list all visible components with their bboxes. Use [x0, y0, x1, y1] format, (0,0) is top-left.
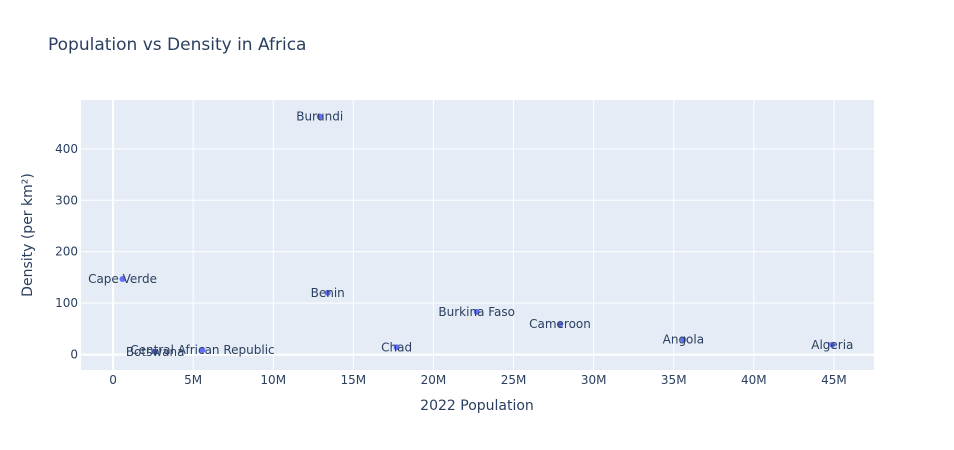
- x-axis-title: 2022 Population: [420, 398, 534, 414]
- x-tick-label: 5M: [184, 373, 202, 387]
- data-point: [393, 344, 400, 351]
- x-tick-label: 15M: [341, 373, 367, 387]
- grid-lines: [81, 100, 874, 370]
- data-point: [152, 349, 159, 355]
- data-point: [324, 289, 331, 296]
- data-point: [680, 336, 687, 343]
- data-point-label: Central African Republic: [130, 343, 274, 357]
- y-tick-label: 100: [55, 296, 78, 310]
- data-points: Algeria Angola Benin Botswana Burkina Faso Bu…: [88, 109, 853, 359]
- data-point-label: Angola: [663, 333, 704, 347]
- data-point: [119, 275, 126, 282]
- x-tick-label: 20M: [421, 373, 447, 387]
- x-axis-ticks: 0 5M 10M 15M 20M 25M 30M 35M 40M 45M: [109, 373, 847, 387]
- data-point: [557, 321, 564, 328]
- data-point-label: Burundi: [296, 109, 343, 123]
- x-tick-label: 35M: [661, 373, 687, 387]
- x-tick-label: 25M: [501, 373, 527, 387]
- data-point-label: Algeria: [811, 338, 853, 352]
- data-point-label: Burkina Faso: [438, 305, 515, 319]
- y-tick-label: 200: [55, 245, 78, 259]
- x-tick-label: 0: [109, 373, 117, 387]
- x-tick-label: 10M: [260, 373, 286, 387]
- data-point-label: Cape Verde: [88, 272, 157, 286]
- data-point-label: Cameroon: [529, 317, 591, 331]
- x-tick-label: 45M: [821, 373, 847, 387]
- data-point: [829, 341, 836, 348]
- plot-area: [81, 100, 874, 370]
- data-point-label: Chad: [381, 340, 412, 354]
- y-tick-label: 0: [70, 348, 78, 362]
- y-axis-title: Density (per km²): [20, 173, 36, 297]
- x-tick-label: 30M: [581, 373, 607, 387]
- data-point: [316, 113, 323, 120]
- data-point-label: Benin: [311, 286, 345, 300]
- y-tick-label: 400: [55, 142, 78, 156]
- data-point: [473, 308, 480, 315]
- x-tick-label: 40M: [741, 373, 767, 387]
- data-point: [199, 346, 206, 353]
- chart-title: Population vs Density in Africa: [48, 35, 306, 55]
- y-tick-label: 300: [55, 193, 78, 207]
- y-axis-ticks: 0 100 200 300 400: [55, 142, 78, 362]
- data-point-label: Botswana: [126, 345, 185, 359]
